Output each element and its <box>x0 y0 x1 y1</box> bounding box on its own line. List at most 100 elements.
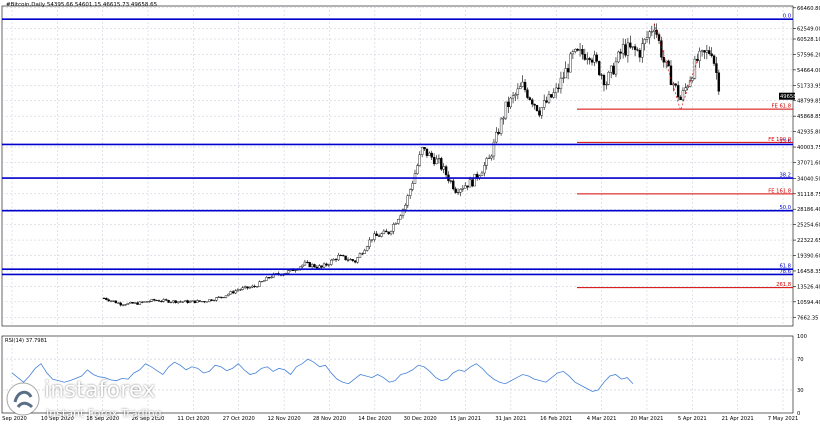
candle-body <box>224 295 228 298</box>
candle-body <box>208 299 211 302</box>
rsi-panel-frame <box>1 335 794 414</box>
candle-body <box>550 94 553 98</box>
candle-body <box>325 263 328 266</box>
candle-body <box>492 141 496 157</box>
candle-body <box>356 257 359 263</box>
date-tick-label: 11 Oct 2020 <box>177 416 209 422</box>
price-tick-label: 66460.80 <box>797 6 820 12</box>
date-tick-label: 18 Sep 2020 <box>86 416 119 422</box>
fibonacci-extension-levels: FE 61.8 FE 100.0 FE 161.8 261.8 <box>577 23 793 289</box>
candle-body <box>162 299 165 302</box>
candle-body <box>310 264 314 268</box>
candle-body <box>339 255 343 257</box>
current-price-label: 49658.65 <box>780 94 805 100</box>
candle-body <box>164 299 168 301</box>
candle-body <box>399 215 402 220</box>
candle-body <box>408 189 412 196</box>
candle-body <box>160 301 163 303</box>
candle-body <box>188 301 192 303</box>
candle-body <box>334 258 338 261</box>
date-tick-label: 26 Sep 2020 <box>132 416 165 422</box>
candle-body <box>504 101 508 119</box>
candle-body <box>346 259 350 261</box>
candle-body <box>566 68 570 73</box>
candle-body <box>191 300 194 302</box>
candle-body <box>432 157 436 165</box>
candle-body <box>607 72 610 85</box>
candle-body <box>150 299 154 302</box>
candle-body <box>444 166 448 176</box>
candle-body <box>361 253 364 255</box>
candle-body <box>533 103 536 106</box>
candle-body <box>679 96 682 101</box>
candle-body <box>552 92 555 98</box>
candle-body <box>377 235 381 237</box>
candle-body <box>315 266 319 269</box>
candle-body <box>645 37 649 40</box>
candle-body <box>124 304 127 306</box>
candle-body <box>521 81 524 87</box>
price-tick-label: 16458.35 <box>797 269 820 275</box>
chart-grid <box>1 5 794 414</box>
price-panel-frame <box>1 5 794 327</box>
candle-body <box>667 60 670 67</box>
candle-body <box>198 300 201 302</box>
candle-body <box>176 301 180 303</box>
candle-body <box>564 68 567 79</box>
candle-body <box>385 230 388 233</box>
candle-body <box>686 86 689 89</box>
candle-body <box>418 154 421 166</box>
candle-body <box>473 173 476 187</box>
candle-body <box>674 83 677 86</box>
date-tick-label: 20 Mar 2021 <box>630 416 663 422</box>
candle-body <box>294 269 297 271</box>
fe-level-label: FE 61.8 <box>772 104 791 110</box>
chart-header: #Bitcoin,Daily 54395.66 54601.15 46615.7… <box>6 2 158 8</box>
candle-body <box>696 58 699 61</box>
fib-level-label: 61.8 <box>779 264 791 270</box>
price-tick-label: 40003.75 <box>797 145 820 151</box>
candle-body <box>387 231 390 235</box>
date-tick-label: 27 Oct 2020 <box>223 416 255 422</box>
candle-body <box>342 255 345 257</box>
candle-body <box>710 53 713 57</box>
candle-body <box>241 287 244 290</box>
candle-body <box>107 299 110 302</box>
candle-body <box>406 195 410 206</box>
date-tick-label: 5 Apr 2021 <box>678 416 707 422</box>
candle-body <box>487 157 491 159</box>
candle-body <box>248 287 252 289</box>
candle-body <box>114 300 118 304</box>
candle-body <box>251 285 254 288</box>
candle-body <box>392 224 395 232</box>
candle-body <box>619 51 622 54</box>
candle-body <box>437 158 441 160</box>
candle-body <box>215 297 218 301</box>
price-tick-label: 31118.75 <box>797 192 820 198</box>
candle-body <box>497 131 500 134</box>
candle-body <box>258 281 261 287</box>
candle-body <box>332 258 335 261</box>
candle-body <box>394 223 398 225</box>
candle-body <box>401 209 405 216</box>
candle-body <box>184 300 187 302</box>
candle-body <box>205 301 209 303</box>
candle-body <box>650 31 654 33</box>
candle-body <box>234 290 237 294</box>
candle-body <box>574 48 577 52</box>
candle-body <box>196 300 199 303</box>
price-tick-label: 62549.00 <box>797 26 820 32</box>
candle-body <box>669 65 673 86</box>
candle-body <box>102 297 106 299</box>
candle-body <box>416 165 419 174</box>
price-tick-label: 51733.95 <box>797 83 820 89</box>
candle-body <box>557 87 560 89</box>
candle-body <box>167 300 170 303</box>
candle-body <box>643 39 646 45</box>
candle-body <box>693 58 697 79</box>
price-candles <box>102 23 721 307</box>
candle-body <box>217 296 221 298</box>
candle-body <box>153 299 156 301</box>
candle-body <box>148 301 151 303</box>
